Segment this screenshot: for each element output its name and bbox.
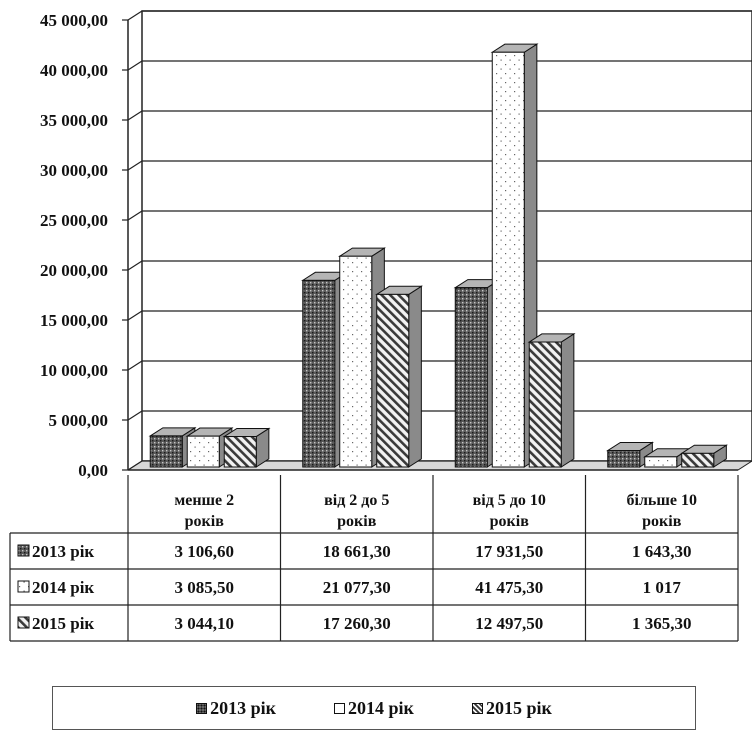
bar-front (607, 450, 641, 468)
bar-front (223, 436, 257, 468)
y-tick-label: 0,00 (78, 461, 108, 480)
gridline-depth (127, 160, 143, 171)
category-label: років (642, 513, 682, 530)
bar (680, 444, 729, 468)
bar-front (681, 452, 715, 468)
bar-side (408, 285, 422, 468)
bar (375, 285, 424, 468)
gridline-depth (127, 460, 143, 471)
gridline-depth (127, 10, 143, 21)
y-tick-label: 20 000,00 (40, 261, 108, 280)
legend-label: 2014 рік (348, 697, 414, 718)
gridlines (127, 10, 752, 471)
y-tick-label: 15 000,00 (40, 311, 108, 330)
gridline-depth (127, 360, 143, 371)
table-cell: 41 475,30 (475, 578, 543, 597)
bar-front (454, 287, 488, 468)
table-cell: 12 497,50 (475, 614, 543, 633)
legend-label: 2013 рік (210, 697, 277, 718)
y-tick-label: 35 000,00 (40, 111, 108, 130)
y-axis: 0,00 5 000,00 10 000,00 15 000,00 20 000,00 2… (40, 11, 738, 480)
table-cell: 18 661,30 (323, 542, 391, 561)
legend-entry: 2013 рік (196, 698, 276, 719)
bar (606, 441, 655, 468)
y-tick-label: 45 000,00 (40, 11, 108, 30)
bar (453, 278, 502, 468)
row-label: 2014 рік (32, 578, 94, 597)
gridline-depth (127, 310, 143, 321)
legend-swatch (334, 702, 346, 714)
category-label: більше 10 (627, 492, 698, 509)
table-cell: 3 085,50 (175, 578, 235, 597)
plot-back-wall (126, 10, 752, 471)
y-tick-label: 10 000,00 (40, 361, 108, 380)
row-label: 2013 рік (32, 542, 94, 561)
category-label: років (337, 513, 377, 530)
row-swatch (17, 544, 30, 557)
bar-front (644, 456, 678, 468)
legend: 2013 рік 2014 рік 2015 рік (52, 686, 696, 730)
table-cell: 21 077,30 (323, 578, 391, 597)
table-cell: 17 931,50 (475, 542, 543, 561)
table-cell: 1 365,30 (632, 614, 692, 633)
y-tick-label: 5 000,00 (49, 411, 109, 430)
bar-front (149, 435, 183, 468)
bars (148, 43, 729, 468)
bar (490, 43, 539, 468)
legend-swatch (196, 702, 208, 714)
bar-front (491, 51, 525, 468)
row-swatch (17, 580, 30, 593)
row-swatch (17, 616, 30, 629)
category-label: років (490, 513, 530, 530)
bar-front (302, 279, 336, 468)
bar (185, 427, 234, 468)
category-label: років (185, 513, 225, 530)
table-cell: 1 643,30 (632, 542, 692, 561)
bar-chart: 0,00 5 000,00 10 000,00 15 000,00 20 000,00 2… (9, 10, 752, 642)
table-cell: 3 044,10 (175, 614, 235, 633)
bar-side (560, 333, 575, 468)
bar-front (528, 341, 562, 468)
table-cell: 3 106,60 (175, 542, 235, 561)
bar (148, 426, 197, 468)
category-label: від 2 до 5 (324, 492, 389, 509)
table-cell: 1 017 (643, 578, 682, 597)
gridline-depth (127, 110, 143, 121)
category-label: менше 2 (174, 492, 234, 509)
bar (527, 333, 576, 468)
legend-entry: 2015 рік (471, 697, 552, 719)
table-cell: 17 260,30 (323, 614, 391, 633)
legend-label: 2015 рік (485, 697, 552, 718)
bar-front (376, 293, 410, 468)
y-tick-label: 40 000,00 (40, 61, 108, 80)
legend-entry: 2014 рік (334, 698, 414, 719)
gridline-depth (127, 410, 143, 421)
bar (222, 427, 271, 468)
row-label: 2015 рік (32, 614, 94, 633)
y-tick-label: 30 000,00 (40, 161, 108, 180)
data-table: менше 2 років від 2 до 5 років від 5 до 10 ро… (9, 475, 739, 642)
gridline-depth (127, 60, 143, 71)
legend-swatch (471, 702, 483, 714)
gridline-depth (127, 210, 143, 221)
gridline-depth (127, 260, 143, 271)
y-tick-label: 25 000,00 (40, 211, 108, 230)
category-label: від 5 до 10 (473, 492, 546, 509)
bar-front (186, 435, 220, 468)
bar-front (339, 255, 373, 468)
